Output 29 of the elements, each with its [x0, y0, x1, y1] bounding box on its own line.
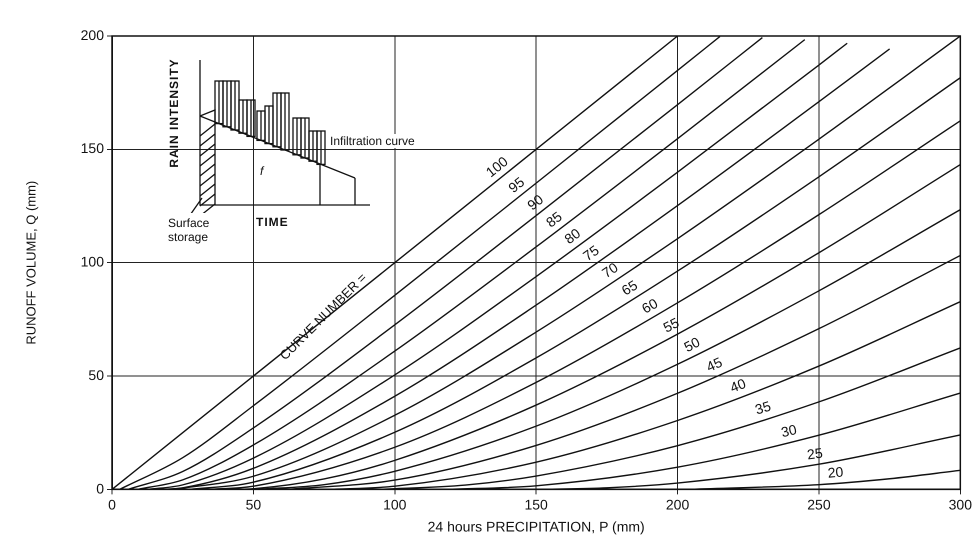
annotation: f — [260, 164, 264, 178]
x-tick-label: 250 — [807, 496, 831, 513]
x-tick-label: 300 — [948, 496, 972, 513]
annotation: RAIN INTENSITY — [167, 58, 181, 168]
x-tick-label: 200 — [666, 496, 690, 513]
text: 55 — [660, 314, 682, 336]
y-tick-label: 200 — [80, 26, 104, 43]
text: 40 — [728, 375, 748, 396]
y-tick-label: 100 — [80, 254, 104, 270]
text: 45 — [704, 354, 725, 375]
text: 35 — [753, 398, 773, 418]
x-axis-title: 24 hours PRECIPITATION, P (mm) — [428, 518, 645, 534]
text: 25 — [806, 444, 824, 463]
annotation: Infiltration curve — [330, 134, 415, 148]
x-tick-label: 150 — [524, 496, 548, 513]
y-tick-label: 50 — [88, 366, 104, 383]
text: 65 — [618, 276, 640, 298]
series-label: 20 — [827, 463, 844, 481]
x-tick-label: 50 — [246, 496, 262, 513]
annotation: TIME — [256, 215, 289, 229]
text: 60 — [638, 294, 661, 317]
text: 50 — [681, 334, 703, 355]
y-axis-title: RUNOFF VOLUME, Q (mm) — [23, 180, 38, 345]
x-tick-label: 0 — [108, 496, 116, 513]
x-tick-label: 100 — [383, 496, 407, 513]
annotation: Surface storage — [168, 216, 210, 244]
y-tick-label: 150 — [80, 140, 104, 156]
y-tick-label: 0 — [96, 480, 104, 496]
text: 30 — [779, 421, 798, 440]
